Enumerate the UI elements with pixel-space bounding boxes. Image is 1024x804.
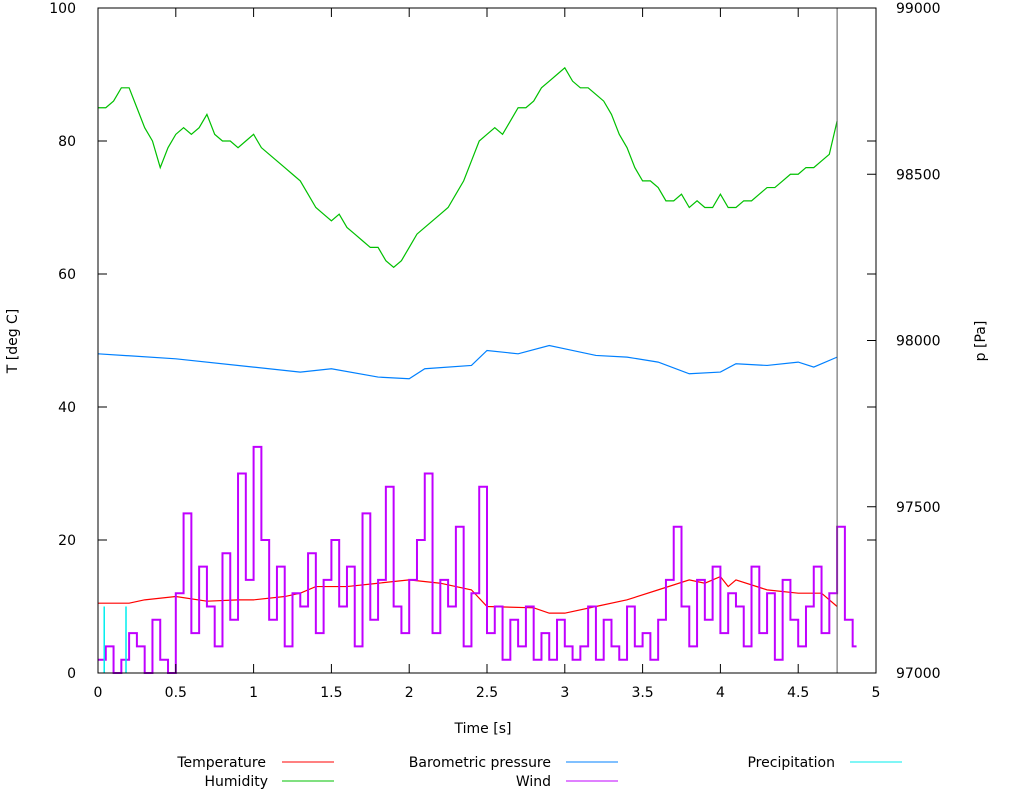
- y-tick-label: 0: [67, 666, 76, 682]
- legend-label-precipitation: Precipitation: [747, 755, 835, 771]
- y2-tick-label: 99000: [896, 1, 941, 17]
- x-tick-label: 5: [872, 685, 881, 701]
- x-tick-label: 1.5: [320, 685, 342, 701]
- series-humidity: [98, 68, 837, 268]
- x-axis-label: Time [s]: [454, 721, 512, 737]
- y2-tick-label: 97000: [896, 666, 941, 682]
- y-tick-label: 60: [58, 267, 76, 283]
- y2-tick-label: 98000: [896, 334, 941, 350]
- humidity-line: [98, 68, 837, 268]
- barometric-pressure-line: [98, 345, 837, 378]
- temperature-line: [98, 577, 837, 614]
- y-tick-label: 100: [49, 1, 76, 17]
- x-tick-label: 2.5: [476, 685, 498, 701]
- series-barometric-pressure: [98, 345, 837, 378]
- x-tick-label: 4: [716, 685, 725, 701]
- legend: Temperature Humidity Barometric pressure…: [176, 755, 902, 790]
- series-temperature: [98, 577, 837, 614]
- x-tick-label: 4.5: [787, 685, 809, 701]
- x-tick-label: 3: [560, 685, 569, 701]
- legend-label-humidity: Humidity: [205, 774, 268, 790]
- y2-axis-label: p [Pa]: [973, 321, 989, 362]
- x-tick-label: 0.5: [165, 685, 187, 701]
- legend-label-temperature: Temperature: [176, 755, 266, 771]
- x-tick-label: 1: [249, 685, 258, 701]
- y-tick-label: 80: [58, 134, 76, 150]
- x-tick-label: 2: [405, 685, 414, 701]
- y-axis-label: T [deg C]: [5, 309, 21, 375]
- series-wind: [98, 447, 857, 673]
- x-tick-label: 3.5: [631, 685, 653, 701]
- legend-label-pressure: Barometric pressure: [409, 755, 551, 771]
- y2-tick-label: 98500: [896, 167, 941, 183]
- x-tick-label: 0: [94, 685, 103, 701]
- series-precipitation: [104, 607, 126, 674]
- y-tick-label: 20: [58, 533, 76, 549]
- wind-line: [98, 447, 857, 673]
- series-layer: [98, 68, 857, 673]
- legend-label-wind: Wind: [516, 774, 551, 790]
- y2-tick-label: 97500: [896, 500, 941, 516]
- y-tick-label: 40: [58, 400, 76, 416]
